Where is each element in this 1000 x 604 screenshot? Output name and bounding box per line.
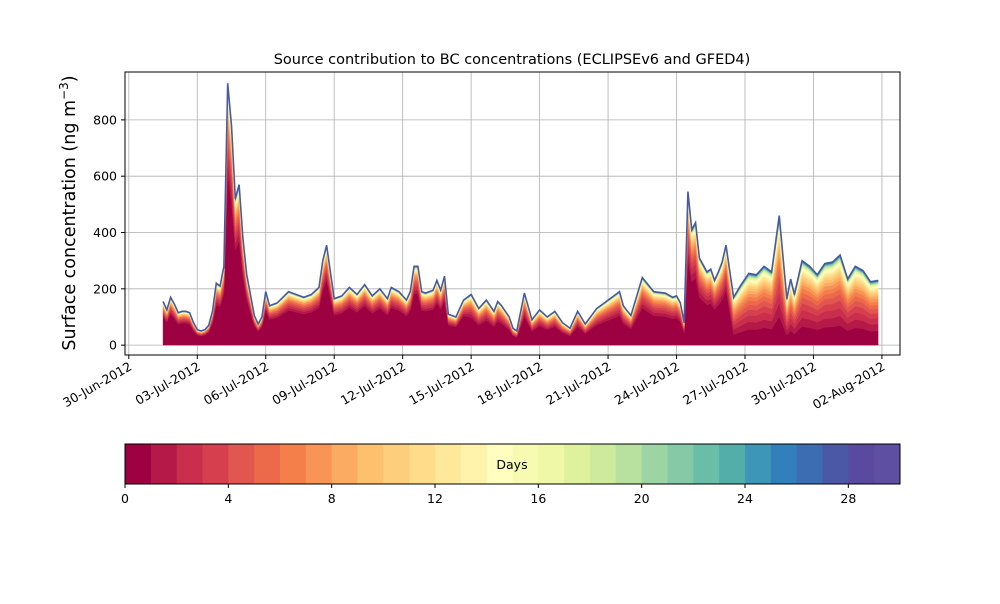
x-tick-label: 21-Jul-2012: [543, 359, 613, 408]
colorbar-tick-label: 16: [530, 491, 546, 506]
colorbar-cell: [693, 444, 720, 484]
colorbar-cell: [615, 444, 643, 484]
colorbar-cell: [590, 444, 617, 484]
colorbar: Days 0 4 8 12 16 20 24 28: [121, 443, 901, 506]
total-line: [162, 83, 879, 333]
x-tick-label: 27-Jul-2012: [680, 359, 750, 408]
area-band-day-5: [162, 127, 879, 335]
colorbar-cell: [331, 444, 358, 484]
y-axis-ticks: 0 200 400 600 800: [93, 112, 125, 353]
x-tick-label: 15-Jul-2012: [406, 359, 476, 408]
colorbar-label: Days: [496, 457, 527, 472]
colorbar-tick-label: 4: [224, 491, 232, 506]
colorbar-cell: [512, 444, 539, 484]
colorbar-cell: [176, 444, 203, 484]
colorbar-cell: [745, 444, 772, 484]
total-outline: [162, 83, 879, 333]
y-axis-label-text: Surface concentration (ng m: [60, 100, 80, 351]
colorbar-tick-label: 8: [328, 491, 336, 506]
colorbar-cell: [641, 444, 668, 484]
x-tick-label: 06-Jul-2012: [201, 359, 271, 408]
colorbar-cell: [667, 444, 694, 484]
x-tick-label: 30-Jul-2012: [749, 359, 819, 408]
colorbar-tick-label: 12: [427, 491, 443, 506]
colorbar-cell: [435, 444, 462, 484]
y-tick-label: 600: [93, 169, 117, 184]
x-tick-label: 09-Jul-2012: [269, 359, 339, 408]
colorbar-cell: [305, 444, 333, 484]
colorbar-cell: [848, 444, 875, 484]
colorbar-cell: [383, 444, 410, 484]
colorbar-cell: [150, 444, 178, 484]
colorbar-cell: [228, 444, 255, 484]
colorbar-cell: [770, 444, 798, 484]
colorbar-cell: [409, 444, 436, 484]
colorbar-cell: [357, 444, 384, 484]
y-axis-label-superscript: −3: [57, 82, 71, 100]
colorbar-cell: [796, 444, 823, 484]
colorbar-cell: [280, 444, 307, 484]
axes-frame: [124, 71, 901, 356]
colorbar-cells: [125, 444, 901, 484]
colorbar-tick-label: 0: [121, 491, 129, 506]
colorbar-cell: [564, 444, 591, 484]
y-tick-label: 0: [109, 338, 117, 353]
y-tick-label: 400: [93, 225, 117, 240]
colorbar-cell: [538, 444, 565, 484]
x-tick-label: 03-Jul-2012: [132, 359, 202, 408]
y-axis-label-close: ): [60, 75, 80, 82]
colorbar-frame: [124, 443, 901, 485]
y-tick-label: 200: [93, 281, 117, 296]
x-axis-ticks: 30-Jun-201203-Jul-201206-Jul-201209-Jul-…: [60, 355, 887, 412]
x-tick-label: 30-Jun-2012: [60, 359, 134, 410]
colorbar-ticks: 0 4 8 12 16 20 24 28: [121, 484, 856, 506]
colorbar-tick-label: 20: [634, 491, 650, 506]
colorbar-tick-label: 24: [737, 491, 753, 506]
chart-title: Source contribution to BC concentrations…: [274, 52, 751, 68]
colorbar-cell: [822, 444, 849, 484]
x-tick-label: 02-Aug-2012: [810, 359, 888, 412]
x-tick-label: 18-Jul-2012: [475, 359, 545, 408]
colorbar-cell: [874, 444, 901, 484]
colorbar-cell: [460, 444, 488, 484]
colorbar-tick-label: 28: [840, 491, 856, 506]
colorbar-cell: [202, 444, 229, 484]
y-axis-label: Surface concentration (ng m−3): [57, 75, 80, 350]
colorbar-cell: [125, 444, 152, 484]
colorbar-cell: [254, 444, 281, 484]
x-tick-label: 24-Jul-2012: [612, 359, 682, 408]
colorbar-cell: [486, 444, 513, 484]
colorbar-cell: [719, 444, 746, 484]
x-tick-label: 12-Jul-2012: [338, 359, 408, 408]
y-tick-label: 800: [93, 112, 117, 127]
